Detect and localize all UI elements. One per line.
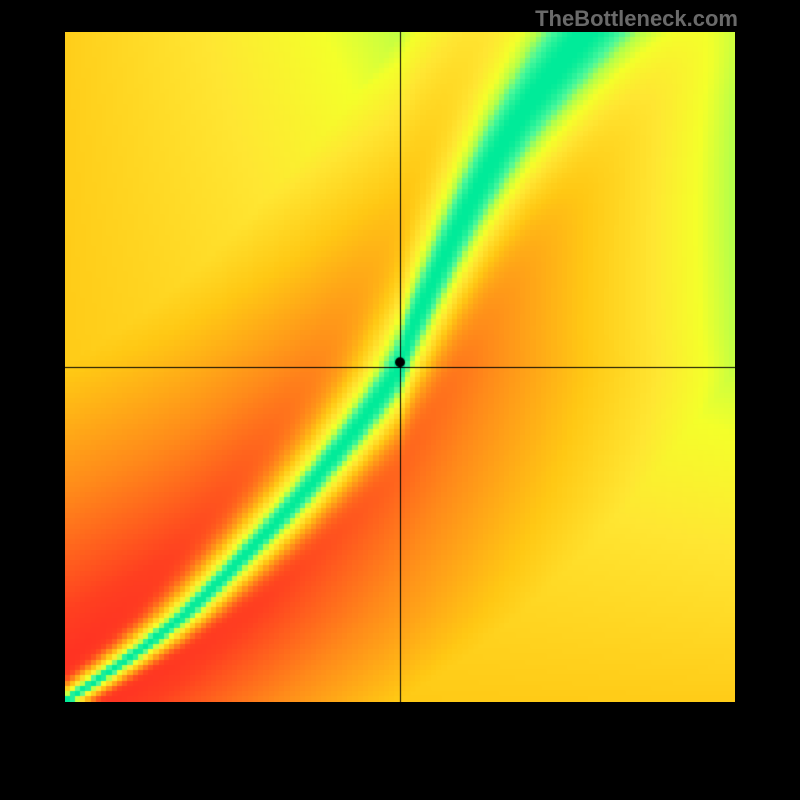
watermark-text: TheBottleneck.com — [535, 6, 738, 32]
chart-container: TheBottleneck.com — [0, 0, 800, 800]
bottleneck-heatmap — [65, 32, 735, 702]
